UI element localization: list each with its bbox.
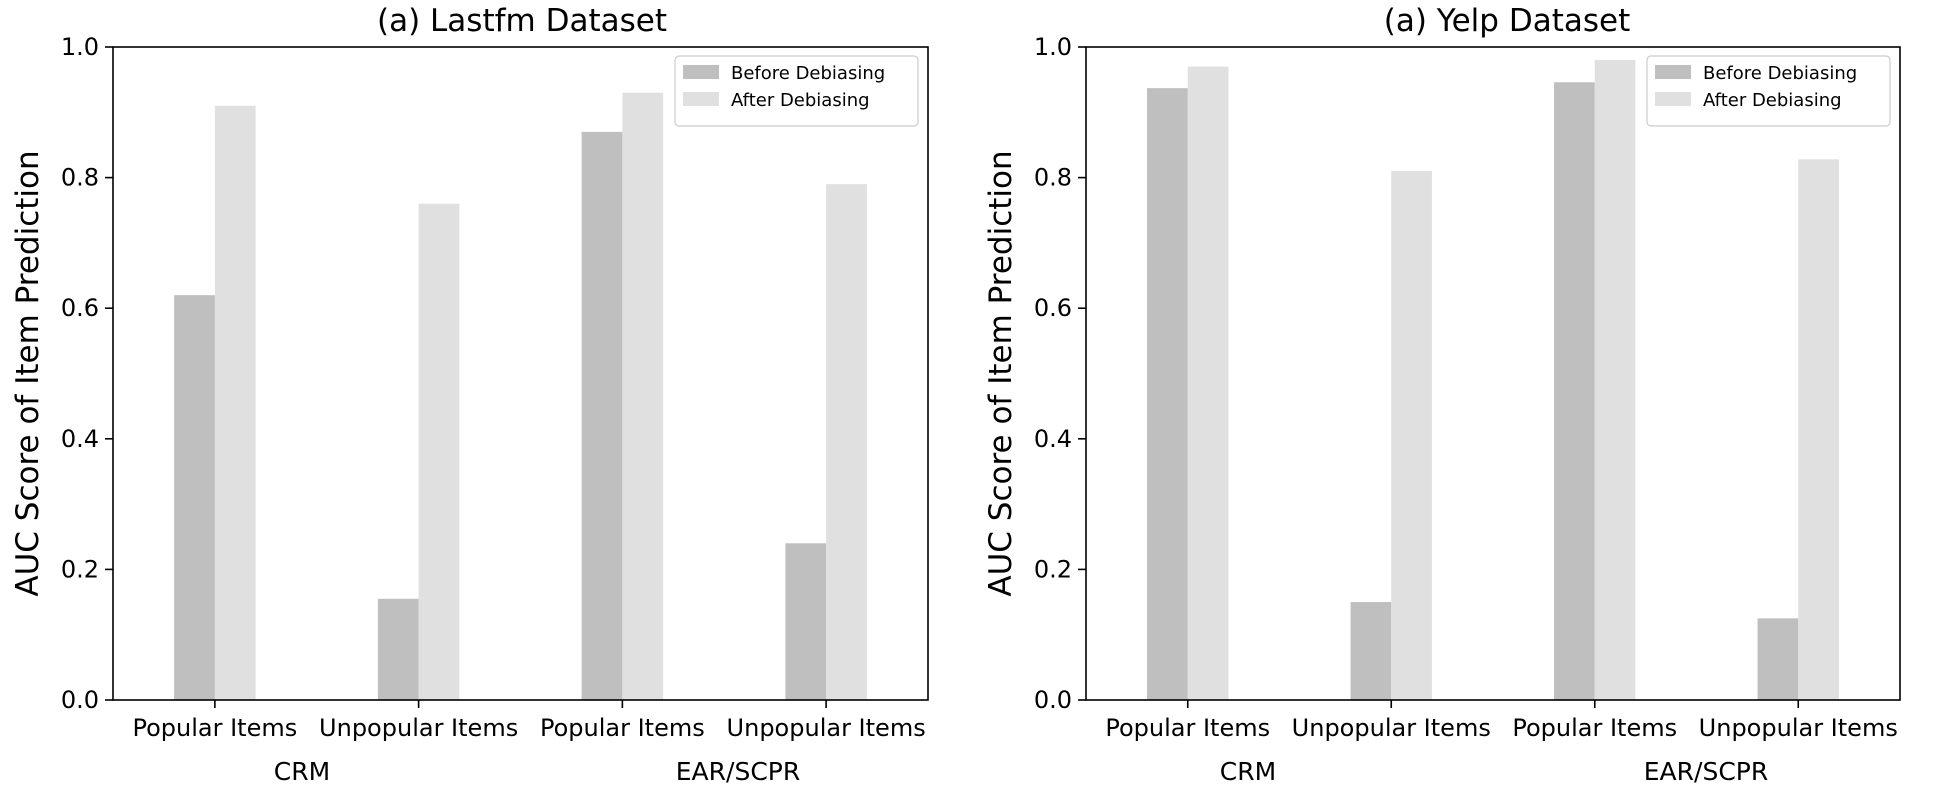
y-tick-label: 0.2 xyxy=(61,555,99,583)
bar-before-1 xyxy=(174,295,215,700)
legend-label-2: After Debiasing xyxy=(1703,90,1842,111)
y-tick-label: 0.8 xyxy=(1034,164,1072,192)
group-label: EAR/SCPR xyxy=(676,757,800,786)
chart-panel-1: (a) Lastfm Dataset 0.0 0.2 0.4 0.6 0.8 1.0 Popu… xyxy=(10,3,929,786)
x-tick-label: Popular Items xyxy=(1512,714,1677,742)
legend-box xyxy=(674,55,919,127)
legend-swatch-2 xyxy=(683,92,719,106)
legend-swatch-2 xyxy=(1655,92,1691,106)
legend-swatch-1 xyxy=(1655,65,1691,79)
x-tick-label: Popular Items xyxy=(540,714,705,742)
chart-title: (a) Lastfm Dataset xyxy=(377,3,667,39)
x-tick-label: Unpopular Items xyxy=(727,714,926,742)
y-tick-label: 0.8 xyxy=(61,164,99,192)
x-tick-label: Unpopular Items xyxy=(1292,714,1491,742)
group-label: EAR/SCPR xyxy=(1644,757,1768,786)
y-tick-label: 0.6 xyxy=(61,294,99,322)
bar-after-1 xyxy=(1187,66,1229,701)
y-axis-label: AUC Score of Item Prediction xyxy=(10,150,46,596)
y-tick-label: 0.0 xyxy=(1034,686,1072,714)
y-tick-label: 0.2 xyxy=(1034,555,1072,583)
bar-before-3 xyxy=(1554,82,1595,700)
bar-after-3 xyxy=(1594,60,1636,701)
legend-swatch-1 xyxy=(683,65,719,79)
y-axis-label: AUC Score of Item Prediction xyxy=(983,150,1019,596)
y-tick-label: 0.4 xyxy=(1034,425,1072,453)
bar-before-2 xyxy=(1350,602,1392,700)
bar-after-4 xyxy=(1798,159,1839,701)
y-tick-label: 1.0 xyxy=(1034,33,1072,61)
x-tick-label: Popular Items xyxy=(132,714,297,742)
y-tick-label: 1.0 xyxy=(61,33,99,61)
chart-title: (a) Yelp Dataset xyxy=(1384,3,1630,39)
legend-label-1: Before Debiasing xyxy=(731,63,885,84)
group-label: CRM xyxy=(1220,757,1276,786)
y-tick-label: 0.0 xyxy=(61,686,99,714)
legend-box xyxy=(1646,55,1891,127)
bar-after-4 xyxy=(826,184,867,700)
bar-before-4 xyxy=(785,543,827,700)
y-tick-label: 0.4 xyxy=(61,425,99,453)
bar-before-4 xyxy=(1757,618,1799,700)
bar-before-3 xyxy=(581,131,623,700)
x-tick-label: Popular Items xyxy=(1105,714,1270,742)
chart-panel-2: (a) Yelp Dataset 0.0 0.2 0.4 0.6 0.8 1.0 Popula… xyxy=(983,3,1901,786)
plot-frame xyxy=(1085,46,1901,701)
group-label: CRM xyxy=(274,757,330,786)
bar-after-1 xyxy=(214,105,256,700)
legend-label-1: Before Debiasing xyxy=(1703,63,1857,84)
x-tick-label: Unpopular Items xyxy=(319,714,518,742)
bar-after-2 xyxy=(1391,171,1432,700)
plot-frame xyxy=(112,46,929,701)
y-tick-label: 0.6 xyxy=(1034,294,1072,322)
bar-before-1 xyxy=(1147,88,1188,701)
bar-after-2 xyxy=(418,203,460,700)
bar-after-3 xyxy=(622,92,664,700)
legend-label-2: After Debiasing xyxy=(731,90,870,111)
x-tick-label: Unpopular Items xyxy=(1699,714,1898,742)
bar-before-2 xyxy=(377,598,419,700)
